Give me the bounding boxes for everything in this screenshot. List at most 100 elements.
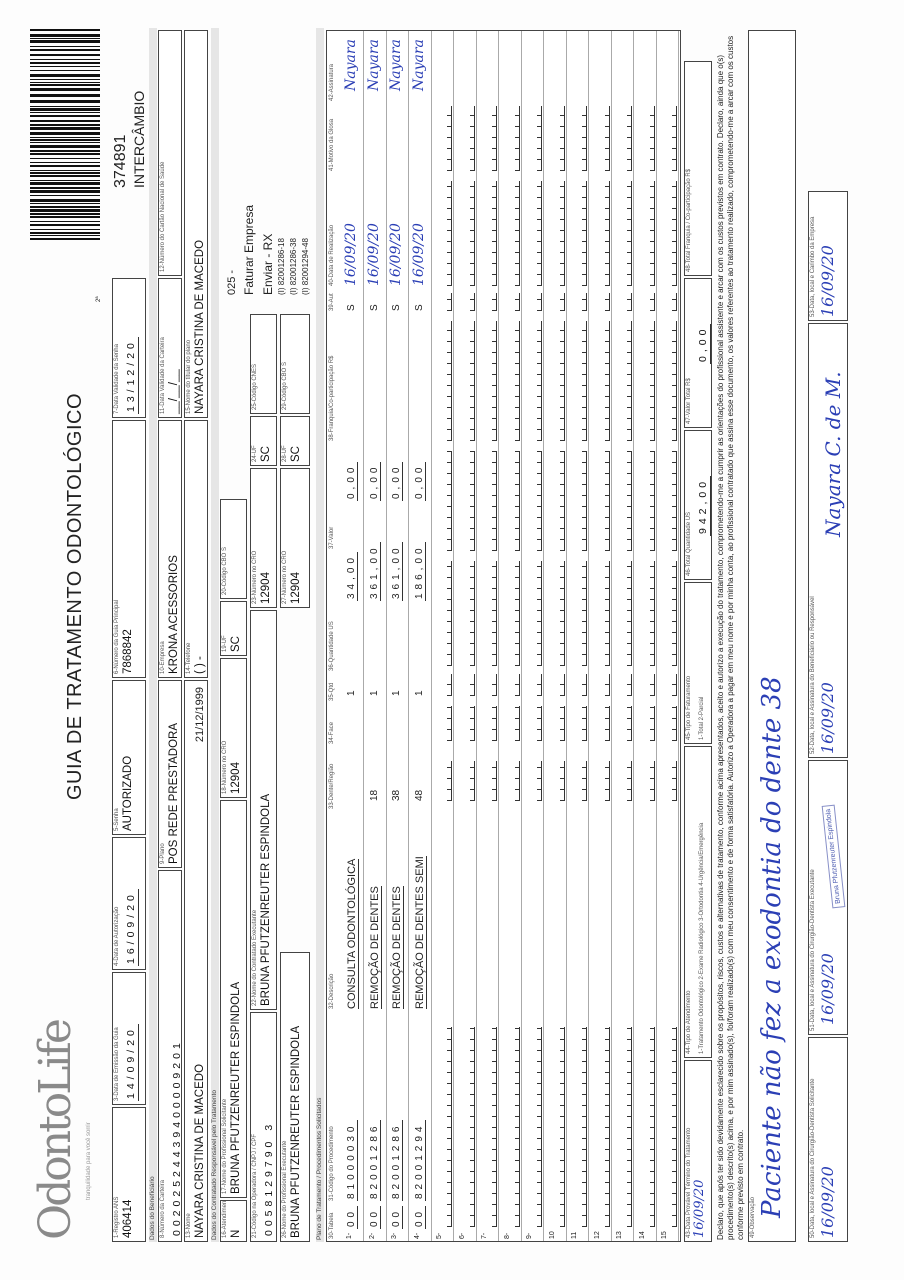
barcode-bar bbox=[30, 46, 100, 47]
cell-data: 16/09/20 bbox=[388, 223, 404, 286]
barcode-bar bbox=[30, 153, 100, 155]
procedures-table: 30-Tabela 31-Código do Procedimento 32-D… bbox=[326, 30, 681, 1242]
page-mark: 2ª bbox=[96, 296, 102, 302]
barcode-bar bbox=[30, 132, 100, 135]
empty-cell bbox=[467, 706, 475, 741]
empty-cell bbox=[625, 1027, 632, 1227]
barcode-bar bbox=[30, 145, 100, 148]
empty-cell bbox=[580, 106, 587, 171]
empty-cell bbox=[490, 293, 497, 311]
field-codigo-operadora: 21-Código na Operadora / CNPJ / CPF 00581… bbox=[250, 1012, 277, 1242]
cell-us: 361,00 bbox=[391, 542, 403, 601]
note-enviar: Enviar - RX bbox=[261, 233, 275, 295]
empty-cell bbox=[467, 1027, 475, 1227]
barcode-bar bbox=[30, 229, 100, 230]
declaration-text: Declaro, que após ter sido devidamente e… bbox=[716, 35, 745, 1240]
cell-tabela: 00 bbox=[368, 1205, 381, 1229]
col-glosa: 41-Motivo da Glosa bbox=[329, 118, 335, 171]
empty-cell bbox=[467, 293, 475, 311]
field-tipo-atendimento: 44-Tipo de Atendimento 1-Tratamento Odont… bbox=[684, 746, 712, 1058]
cell-assinatura: Nayara bbox=[365, 39, 382, 91]
barcode-bar bbox=[30, 74, 100, 77]
cell-aut: S bbox=[346, 304, 357, 311]
barcode-bar bbox=[30, 195, 100, 196]
barcode-bar bbox=[30, 94, 100, 97]
empty-cell bbox=[557, 451, 565, 551]
row-number: 5- bbox=[436, 1232, 443, 1239]
empty-cell bbox=[535, 706, 542, 741]
col-face: 34-Face bbox=[329, 721, 335, 744]
table-row: 3- 00 82001286 REMOÇÃO DE DENTES 38 1 361,00 0,… bbox=[386, 31, 409, 1241]
barcode-bar bbox=[30, 106, 100, 107]
barcode-bar bbox=[30, 62, 100, 64]
field-profissional-executante: 26-Nome do Profissional Executante BRUNA … bbox=[280, 952, 310, 1242]
barcode-bar bbox=[30, 127, 100, 130]
empty-cell bbox=[647, 181, 655, 286]
barcode-bar bbox=[30, 213, 100, 215]
empty-cell bbox=[602, 451, 610, 551]
table-row: 14 bbox=[633, 31, 657, 1241]
barcode-bar bbox=[30, 187, 100, 189]
barcode-bar bbox=[30, 158, 100, 159]
empty-cell bbox=[557, 181, 565, 286]
barcode-bar bbox=[30, 59, 100, 60]
cell-qtd: 1 bbox=[413, 690, 425, 696]
empty-cell bbox=[512, 761, 520, 801]
empty-cell bbox=[512, 321, 520, 441]
cell-tabela: 00 bbox=[413, 1205, 426, 1229]
cell-valor: 0,00 bbox=[413, 461, 426, 501]
col-qtd-us: 36-Quantidade US bbox=[329, 621, 335, 671]
empty-cell bbox=[670, 674, 677, 696]
col-data: 40-Data de Realização bbox=[329, 224, 335, 286]
note-code: 025 - bbox=[226, 269, 238, 295]
table-row: 12 bbox=[588, 31, 612, 1241]
empty-cell bbox=[512, 561, 520, 666]
cell-data: 16/09/20 bbox=[410, 223, 427, 286]
barcode-bar bbox=[30, 142, 100, 143]
section-plano: Plano de Tratamento / Procedimentos Soli… bbox=[316, 28, 324, 1242]
cell-codigo: 82001294 bbox=[413, 1120, 426, 1201]
barcode-bar bbox=[30, 82, 100, 83]
empty-cell bbox=[535, 674, 542, 696]
field-atendimento-rn: 16-Atendimento a RN N bbox=[220, 1200, 247, 1242]
field-tipo-faturamento: 45-Tipo de Faturamento 1-Total 2-Parcial bbox=[684, 582, 712, 744]
barcode-bar bbox=[30, 150, 100, 152]
empty-cell bbox=[625, 561, 632, 666]
field-data-autorizacao: 4-Data de Autorização 16/09/20 bbox=[112, 837, 146, 970]
empty-cell bbox=[535, 451, 542, 551]
empty-cell bbox=[467, 321, 475, 441]
field-profissional-solicitante: 17-Nome do Profissional Solicitante BRUNA… bbox=[220, 800, 247, 1198]
table-row: 4- 00 82001294 REMOÇÃO DE DENTES SEMI 48 1 186… bbox=[408, 31, 432, 1241]
barcode-bar bbox=[30, 206, 100, 208]
section-contratado: Dados do Contratado Responsável pelo Tra… bbox=[211, 28, 219, 1242]
empty-cell bbox=[490, 106, 497, 171]
empty-cell bbox=[512, 706, 520, 741]
empty-cell bbox=[467, 561, 475, 666]
empty-cell bbox=[512, 293, 520, 311]
empty-cell bbox=[490, 761, 497, 801]
empty-cell bbox=[580, 761, 587, 801]
table-row: 10 bbox=[543, 31, 567, 1241]
cell-qtd: 1 bbox=[391, 690, 402, 696]
row-number: 7- bbox=[481, 1232, 488, 1239]
field-cbo-solicitante: 20-Código CBO S bbox=[220, 499, 247, 599]
cell-dente: 18 bbox=[368, 789, 380, 801]
row-number: 1- bbox=[346, 1232, 353, 1239]
row-number: 14 bbox=[638, 1231, 646, 1239]
field-cro-executante: 27-Número no CRO 12904 bbox=[280, 468, 310, 608]
field-cro-solicitante: 18-Número no CRO 12904 bbox=[220, 658, 247, 798]
note-faturar: Faturar Empresa bbox=[242, 204, 256, 295]
barcode-bar bbox=[30, 88, 100, 91]
field-numero-carteira: 8-Número da Carteira 00202524439400009201 bbox=[158, 870, 182, 1242]
barcode-bar bbox=[30, 216, 100, 218]
empty-cell bbox=[670, 321, 677, 441]
barcode-bar bbox=[30, 182, 100, 185]
col-dente: 33-Dente/Região bbox=[329, 763, 335, 809]
empty-cell bbox=[647, 761, 655, 801]
table-row: 2- 00 82001286 REMOÇÃO DE DENTES 18 1 361,00 0,… bbox=[363, 31, 387, 1241]
cell-assinatura: Nayara bbox=[343, 39, 359, 91]
field-observacao: 49-Observação Paciente não fez a exodonti… bbox=[748, 30, 796, 1242]
empty-cell bbox=[490, 561, 497, 666]
empty-cell bbox=[580, 674, 587, 696]
